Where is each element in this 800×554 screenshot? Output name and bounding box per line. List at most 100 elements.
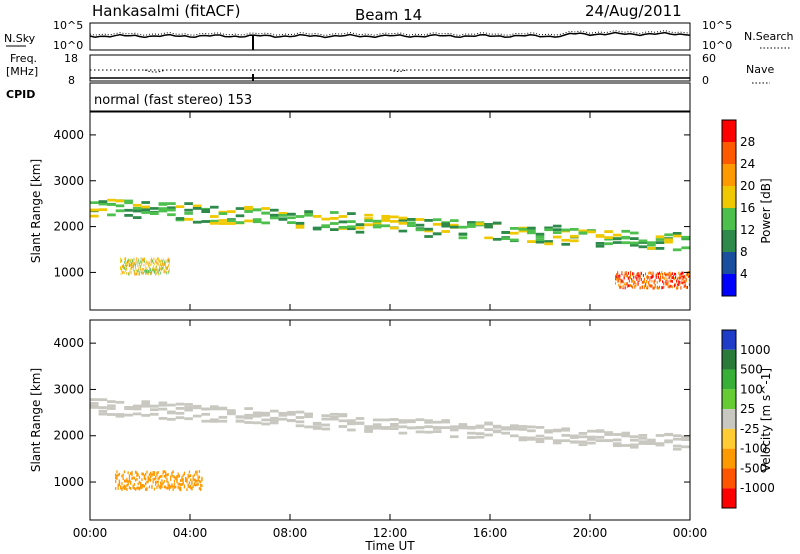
power-cell bbox=[668, 276, 670, 280]
power-cell bbox=[685, 277, 687, 281]
power-cell bbox=[407, 224, 416, 227]
power-cell bbox=[227, 222, 236, 225]
power-cell bbox=[683, 275, 685, 279]
power-cell bbox=[252, 218, 262, 221]
power-cell bbox=[161, 258, 163, 262]
power-cell bbox=[680, 276, 682, 279]
power-cell bbox=[639, 274, 641, 278]
velocity-cell bbox=[330, 412, 339, 416]
velocity-cell bbox=[261, 411, 270, 415]
velocity-cell bbox=[467, 436, 476, 439]
velocity-cell bbox=[136, 477, 138, 481]
velocity-cell bbox=[595, 430, 605, 433]
velocity-cell bbox=[116, 477, 118, 480]
power-cell bbox=[141, 260, 143, 264]
power-cell bbox=[648, 271, 650, 275]
velocity-cell bbox=[166, 486, 168, 490]
power-colorbar-tick-label: 16 bbox=[740, 201, 755, 215]
power-cell bbox=[175, 205, 185, 208]
velocity-cell bbox=[458, 423, 468, 426]
velocity-cell bbox=[178, 486, 181, 490]
power-cell bbox=[595, 234, 605, 237]
power-cell bbox=[235, 214, 245, 218]
velocity-cell bbox=[390, 423, 399, 426]
velocity-cell bbox=[492, 429, 502, 433]
power-cell bbox=[155, 271, 156, 275]
power-cell bbox=[638, 279, 640, 282]
power-cell bbox=[510, 231, 519, 235]
power-cell bbox=[261, 221, 270, 225]
power-cell bbox=[561, 242, 570, 246]
velocity-cell bbox=[188, 481, 191, 485]
velocity-cell bbox=[167, 417, 176, 421]
power-heatmap bbox=[90, 198, 690, 290]
nsky-tick-top: 10^5 bbox=[53, 19, 83, 32]
velocity-cell bbox=[115, 487, 117, 490]
velocity-cell bbox=[201, 484, 203, 488]
power-cell bbox=[655, 238, 665, 241]
power-cell bbox=[635, 275, 637, 279]
velocity-cell bbox=[321, 423, 330, 427]
power-cell bbox=[681, 274, 683, 278]
velocity-cell bbox=[150, 471, 152, 475]
power-cell bbox=[218, 212, 228, 215]
power-cell bbox=[651, 274, 653, 277]
velocity-cell bbox=[115, 476, 117, 480]
velocity-cell bbox=[450, 435, 459, 439]
velocity-cell bbox=[180, 479, 182, 482]
power-cell bbox=[261, 207, 270, 210]
power-cell bbox=[218, 222, 228, 225]
power-cell bbox=[167, 206, 176, 210]
velocity-cell bbox=[142, 484, 144, 488]
power-cell bbox=[168, 259, 170, 263]
velocity-cell bbox=[604, 439, 613, 442]
power-cell bbox=[321, 217, 330, 221]
power-cell bbox=[623, 276, 625, 280]
power-cell bbox=[641, 285, 643, 289]
velocity-colorbar-label: Velocity [m s^-1] bbox=[759, 368, 773, 472]
power-cell bbox=[665, 282, 667, 286]
velocity-cell bbox=[475, 424, 485, 428]
power-cell bbox=[645, 284, 647, 288]
velocity-cell bbox=[138, 480, 141, 484]
velocity-cell bbox=[137, 473, 139, 477]
velocity-cell bbox=[98, 398, 108, 402]
power-cell bbox=[155, 266, 157, 269]
power-cell bbox=[535, 240, 545, 244]
velocity-cell bbox=[638, 436, 648, 440]
velocity-cell bbox=[151, 473, 153, 477]
velocity-cell bbox=[107, 407, 116, 410]
velocity-cell bbox=[681, 445, 690, 449]
freq-panel bbox=[89, 54, 691, 82]
power-cell bbox=[133, 257, 135, 261]
velocity-cell bbox=[107, 404, 116, 408]
power-cell bbox=[125, 267, 127, 270]
power-cell bbox=[467, 223, 476, 226]
power-cell bbox=[159, 266, 160, 270]
power-cell bbox=[441, 222, 450, 226]
velocity-colorbar-tick-label: 100 bbox=[740, 382, 763, 396]
velocity-cell bbox=[672, 434, 682, 438]
power-cell bbox=[121, 258, 123, 262]
cpid-panel bbox=[89, 82, 691, 112]
velocity-cell bbox=[157, 483, 159, 487]
power-cell bbox=[165, 270, 166, 274]
velocity-cell bbox=[424, 430, 433, 434]
power-cell bbox=[98, 200, 108, 203]
velocity-cell bbox=[130, 480, 132, 484]
power-cell bbox=[372, 221, 382, 225]
velocity-cell bbox=[638, 440, 648, 444]
power-cell bbox=[122, 264, 124, 267]
power-cell bbox=[630, 270, 632, 274]
power-cell bbox=[146, 266, 148, 270]
power-cell bbox=[138, 261, 140, 265]
power-y-label: Slant Range [km] bbox=[29, 159, 43, 263]
power-cell bbox=[167, 271, 169, 274]
power-cell bbox=[145, 269, 146, 273]
power-cell bbox=[140, 265, 141, 269]
power-cell bbox=[149, 266, 150, 270]
power-cell bbox=[372, 219, 382, 223]
power-cell bbox=[633, 282, 635, 286]
power-cell bbox=[136, 272, 138, 276]
